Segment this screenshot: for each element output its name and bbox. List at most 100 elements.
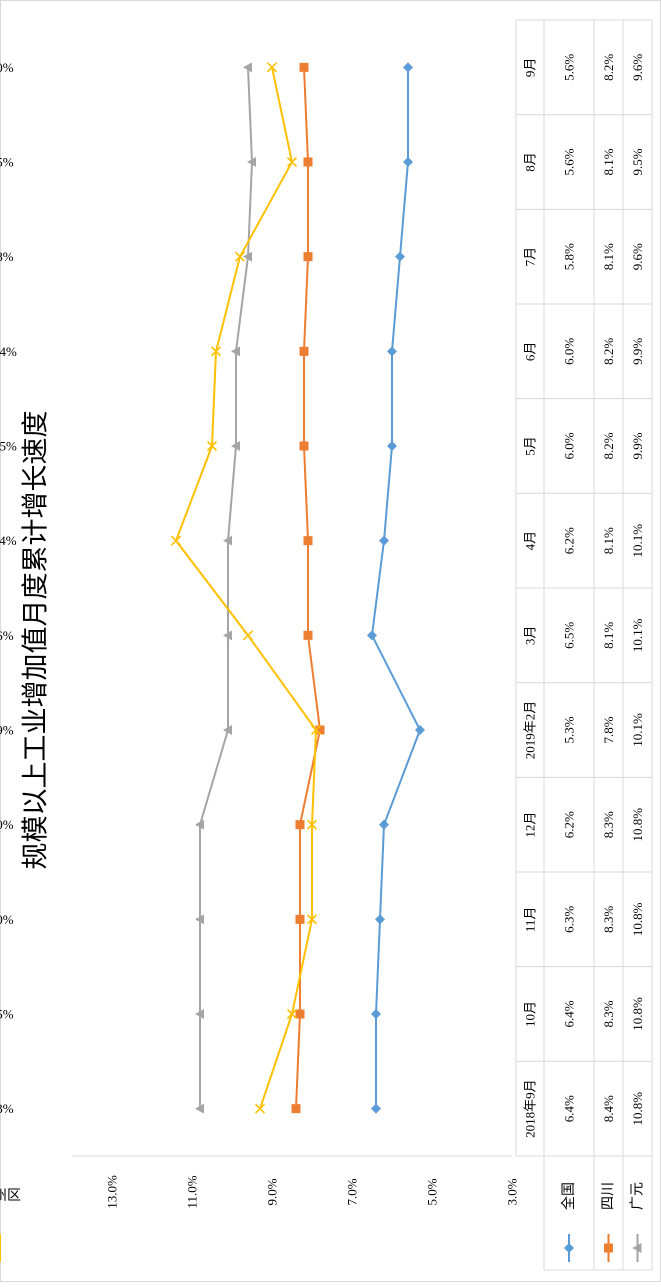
- data-point: [379, 819, 389, 830]
- legend-marker: [564, 1243, 574, 1253]
- data-label: 8.3%: [601, 906, 616, 933]
- data-point: [243, 251, 252, 262]
- data-point: [303, 630, 313, 640]
- data-label: 8.3%: [601, 811, 616, 838]
- x-tick-label: 6月: [523, 342, 538, 362]
- data-label: 10.8%: [630, 997, 645, 1031]
- data-point: [303, 157, 313, 167]
- x-tick-label: 3月: [523, 626, 538, 646]
- data-label: 10.1%: [630, 618, 645, 652]
- x-tick-label: 5月: [523, 436, 538, 456]
- data-point: [395, 251, 405, 262]
- data-label: 8.5%: [0, 1007, 14, 1022]
- data-point: [286, 1008, 298, 1020]
- data-label: 10.5%: [0, 439, 17, 454]
- data-label: 6.2%: [562, 527, 577, 554]
- data-point: [223, 535, 232, 546]
- data-point: [415, 725, 425, 735]
- data-label: 5.6%: [562, 148, 577, 175]
- data-label: 10.4%: [0, 344, 17, 359]
- data-label: 10.1%: [630, 713, 645, 747]
- data-point: [234, 251, 246, 262]
- data-point: [295, 1009, 305, 1019]
- data-point: [306, 914, 318, 925]
- x-tick-label: 8月: [523, 152, 538, 172]
- data-point: [231, 346, 240, 357]
- data-label: 11.4%: [0, 533, 17, 548]
- data-point: [242, 630, 254, 641]
- data-point: [379, 535, 389, 546]
- data-point: [371, 1103, 381, 1114]
- data-point: [299, 62, 309, 72]
- data-point: [195, 1009, 204, 1019]
- x-tick-label: 2019年2月: [523, 701, 538, 760]
- data-label: 10.8%: [630, 902, 645, 936]
- data-point: [310, 724, 322, 736]
- y-tick-label: 7.0%: [345, 1178, 360, 1205]
- data-label: 6.5%: [562, 622, 577, 649]
- data-point: [303, 536, 313, 546]
- data-point: [243, 62, 252, 73]
- data-point: [306, 819, 318, 830]
- data-label: 8.1%: [601, 148, 616, 175]
- data-label: 8.2%: [601, 432, 616, 459]
- legend-marker: [632, 1243, 642, 1253]
- y-tick-label: 3.0%: [505, 1178, 520, 1205]
- data-label: 9.8%: [0, 249, 14, 264]
- legend-label: 四川: [601, 1182, 617, 1210]
- x-tick-label: 10月: [523, 1001, 538, 1027]
- data-label: 9.3%: [0, 1101, 14, 1116]
- legend-label: 全国: [560, 1182, 577, 1210]
- data-point: [295, 914, 305, 924]
- legend-label: 广元: [630, 1182, 646, 1210]
- data-label: 6.0%: [562, 338, 577, 365]
- data-label: 10.8%: [630, 1092, 645, 1126]
- data-label: 9.9%: [630, 432, 645, 459]
- data-label: 9.6%: [630, 243, 645, 270]
- data-label: 5.8%: [562, 243, 577, 270]
- data-point: [295, 820, 305, 830]
- data-label: 10.8%: [630, 808, 645, 842]
- data-label: 8.5%: [0, 155, 14, 170]
- data-point: [210, 346, 222, 357]
- data-label: 6.4%: [562, 1000, 577, 1027]
- data-point: [299, 346, 309, 356]
- data-label: 7.9%: [0, 723, 14, 738]
- data-point: [387, 346, 397, 357]
- data-point: [286, 156, 298, 168]
- data-point: [299, 441, 309, 451]
- data-label: 8.1%: [601, 527, 616, 554]
- data-label: 5.6%: [562, 54, 577, 81]
- data-point: [367, 630, 377, 641]
- x-tick-label: 4月: [523, 531, 538, 551]
- data-label: 8.0%: [0, 912, 14, 927]
- series-line: [370, 67, 422, 1109]
- x-tick-label: 11月: [523, 907, 538, 933]
- x-tick-label: 9月: [523, 58, 538, 78]
- data-label: 9.5%: [630, 148, 645, 175]
- x-tick-label: 12月: [523, 812, 538, 838]
- data-point: [371, 1009, 381, 1019]
- data-label: 9.6%: [0, 628, 14, 643]
- data-label: 7.8%: [601, 716, 616, 743]
- data-label: 6.4%: [562, 1095, 577, 1122]
- data-label: 8.4%: [601, 1095, 616, 1122]
- data-label: 8.3%: [601, 1000, 616, 1027]
- data-label: 9.6%: [630, 54, 645, 81]
- y-tick-label: 11.0%: [185, 1175, 200, 1208]
- data-point: [375, 914, 385, 925]
- chart-title: 规模以上工业增加值月度累计增长速度: [21, 411, 52, 870]
- data-point: [206, 440, 218, 452]
- x-tick-label: 7月: [523, 247, 538, 267]
- data-label: 6.3%: [562, 906, 577, 933]
- data-label: 10.1%: [630, 524, 645, 558]
- series-line: [174, 67, 318, 1109]
- data-label: 6.2%: [562, 811, 577, 838]
- data-point: [231, 441, 240, 451]
- legend-label: 利州区: [0, 1188, 21, 1204]
- data-point: [195, 914, 204, 925]
- data-label: 6.0%: [562, 432, 577, 459]
- data-label: 8.2%: [601, 338, 616, 365]
